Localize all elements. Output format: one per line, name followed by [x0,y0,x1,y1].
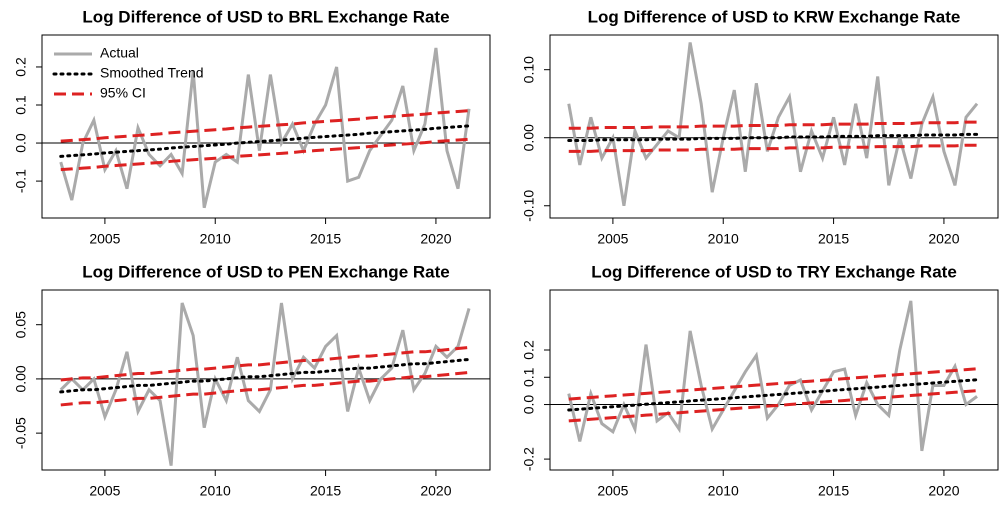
y-tick-label: 0.0 [521,395,537,415]
series-line [567,300,978,452]
chart-title: Log Difference of USD to KRW Exchange Ra… [588,7,961,26]
panel: Log Difference of USD to BRL Exchange Ra… [13,7,491,247]
chart-title: Log Difference of USD to PEN Exchange Ra… [82,262,449,281]
x-tick-label: 2010 [200,231,231,247]
y-tick-label: -0.05 [13,417,29,449]
series-line [568,143,978,153]
panel: Log Difference of USD to KRW Exchange Ra… [521,7,999,247]
plot-box [41,34,491,219]
series-line [567,378,979,412]
x-tick-label: 2020 [928,483,959,499]
legend-label: Smoothed Trend [100,65,204,81]
y-tick-label: 0.1 [521,367,537,387]
plot-box [549,34,999,219]
y-tick-label: 0.00 [521,124,537,151]
x-tick-label: 2010 [708,231,739,247]
series-line [60,137,470,172]
y-tick-label: 0.2 [521,340,537,360]
x-tick-label: 2020 [420,483,451,499]
x-tick-label: 2005 [597,231,628,247]
y-tick-label: 0.2 [13,57,29,77]
panel: Log Difference of USD to PEN Exchange Ra… [13,262,491,499]
series-line [59,47,471,209]
y-tick-label: 0.05 [13,311,29,338]
y-tick-label: -0.10 [521,190,537,222]
y-tick-label: 0.1 [13,95,29,115]
x-tick-label: 2010 [708,483,739,499]
series-line [568,120,978,130]
plot-box [549,289,999,471]
x-tick-label: 2020 [420,231,451,247]
chart-title: Log Difference of USD to BRL Exchange Ra… [82,7,449,26]
y-tick-label: -0.2 [521,447,537,471]
x-tick-label: 2010 [200,483,231,499]
series-line [59,124,471,158]
x-tick-label: 2015 [310,483,341,499]
legend-label: 95% CI [100,85,146,101]
series-line [567,42,979,206]
panel: Log Difference of USD to TRY Exchange Ra… [521,262,999,499]
x-tick-label: 2015 [310,231,341,247]
series-line [60,345,470,382]
x-tick-label: 2015 [818,483,849,499]
series-line [59,357,471,394]
series-line [59,302,471,466]
y-tick-label: 0.00 [13,365,29,392]
x-tick-label: 2015 [818,231,849,247]
series-line [60,109,470,143]
chart-title: Log Difference of USD to TRY Exchange Ra… [591,262,957,281]
legend-label: Actual [100,45,139,61]
series-line [568,389,978,423]
series-line [568,367,978,401]
x-tick-label: 2005 [597,483,628,499]
y-tick-label: -0.1 [13,169,29,193]
series-line [60,370,470,407]
y-tick-label: 0.0 [13,133,29,153]
series-line [567,132,979,142]
plot-box [41,289,491,471]
x-tick-label: 2020 [928,231,959,247]
x-tick-label: 2005 [89,231,120,247]
x-tick-label: 2005 [89,483,120,499]
y-tick-label: 0.10 [521,56,537,83]
